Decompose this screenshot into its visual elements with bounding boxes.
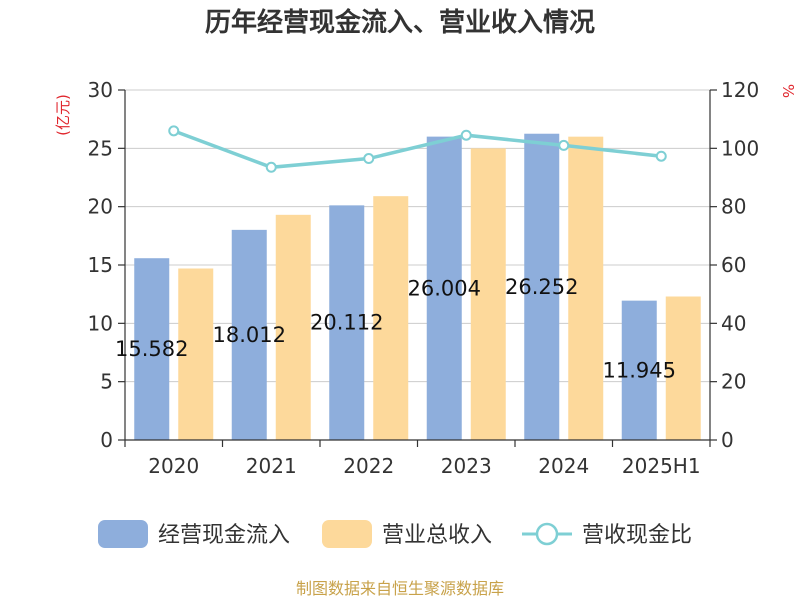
bars	[134, 133, 701, 441]
left-tick-label: 15	[88, 253, 113, 277]
bar-cash-inflow	[231, 229, 267, 440]
ratio-line-path	[173, 129, 662, 170]
ratio-point	[168, 125, 180, 137]
x-tick-label: 2025H1	[622, 454, 701, 478]
left-tick-label: 20	[88, 195, 113, 219]
legend-label-revenue: 营业总收入	[382, 523, 492, 548]
right-tick-label: 0	[721, 428, 734, 452]
ratio-point	[655, 150, 667, 162]
right-axis-unit: %	[779, 84, 797, 98]
bar-revenue	[373, 196, 409, 440]
left-tick-label: 10	[88, 311, 113, 335]
legend-swatch-cash-inflow	[98, 520, 148, 548]
bar-cash-inflow	[621, 300, 657, 440]
data-label: 15.582	[115, 337, 188, 361]
bar-revenue	[178, 268, 214, 440]
ratio-point	[363, 153, 375, 165]
right-tick-label: 60	[721, 253, 746, 277]
ratio-point	[265, 161, 277, 173]
data-label: 20.112	[310, 311, 383, 335]
bar-revenue	[568, 136, 604, 440]
x-tick-label: 2023	[441, 454, 492, 478]
x-tick-label: 2024	[538, 454, 589, 478]
left-tick-label: 5	[100, 370, 113, 394]
bar-revenue	[665, 296, 701, 440]
left-tick-label: 25	[88, 136, 113, 160]
legend: 经营现金流入 营业总收入 营收现金比	[98, 520, 692, 548]
right-tick-label: 80	[721, 195, 746, 219]
left-tick-label: 30	[88, 78, 113, 102]
legend-marker-ratio	[535, 522, 559, 546]
bar-cash-inflow	[524, 133, 560, 440]
bar-cash-inflow	[426, 136, 462, 440]
ratio-point	[558, 139, 570, 151]
right-tick-label: 100	[721, 136, 759, 160]
axes: 0 5 10 15 20 25 30 0 20 40 60 80 100 120 2020 2021 2022 2…	[88, 78, 760, 478]
data-label: 26.252	[505, 275, 578, 299]
data-labels: 15.582 18.012 20.112 26.004 26.252 11.945	[115, 275, 676, 382]
data-label: 18.012	[213, 323, 286, 347]
ratio-line	[168, 125, 667, 173]
bar-revenue	[275, 214, 311, 440]
chart-title: 历年经营现金流入、营业收入情况	[205, 7, 595, 38]
bar-revenue	[470, 148, 506, 441]
left-tick-label: 0	[100, 428, 113, 452]
legend-swatch-revenue	[322, 520, 372, 548]
x-tick-label: 2020	[148, 454, 199, 478]
right-tick-label: 120	[721, 78, 759, 102]
data-label: 26.004	[408, 276, 481, 300]
ratio-point	[460, 129, 472, 141]
legend-label-ratio: 营收现金比	[582, 523, 692, 548]
right-tick-label: 20	[721, 370, 746, 394]
right-tick-label: 40	[721, 311, 746, 335]
bar-cash-inflow	[134, 258, 170, 440]
left-axis-unit: (亿元)	[54, 94, 72, 136]
x-tick-label: 2022	[343, 454, 394, 478]
source-note: 制图数据来自恒生聚源数据库	[296, 579, 504, 598]
legend-label-cash-inflow: 经营现金流入	[158, 523, 290, 548]
bar-cash-inflow	[329, 205, 365, 440]
x-tick-label: 2021	[246, 454, 297, 478]
data-label: 11.945	[603, 358, 676, 382]
